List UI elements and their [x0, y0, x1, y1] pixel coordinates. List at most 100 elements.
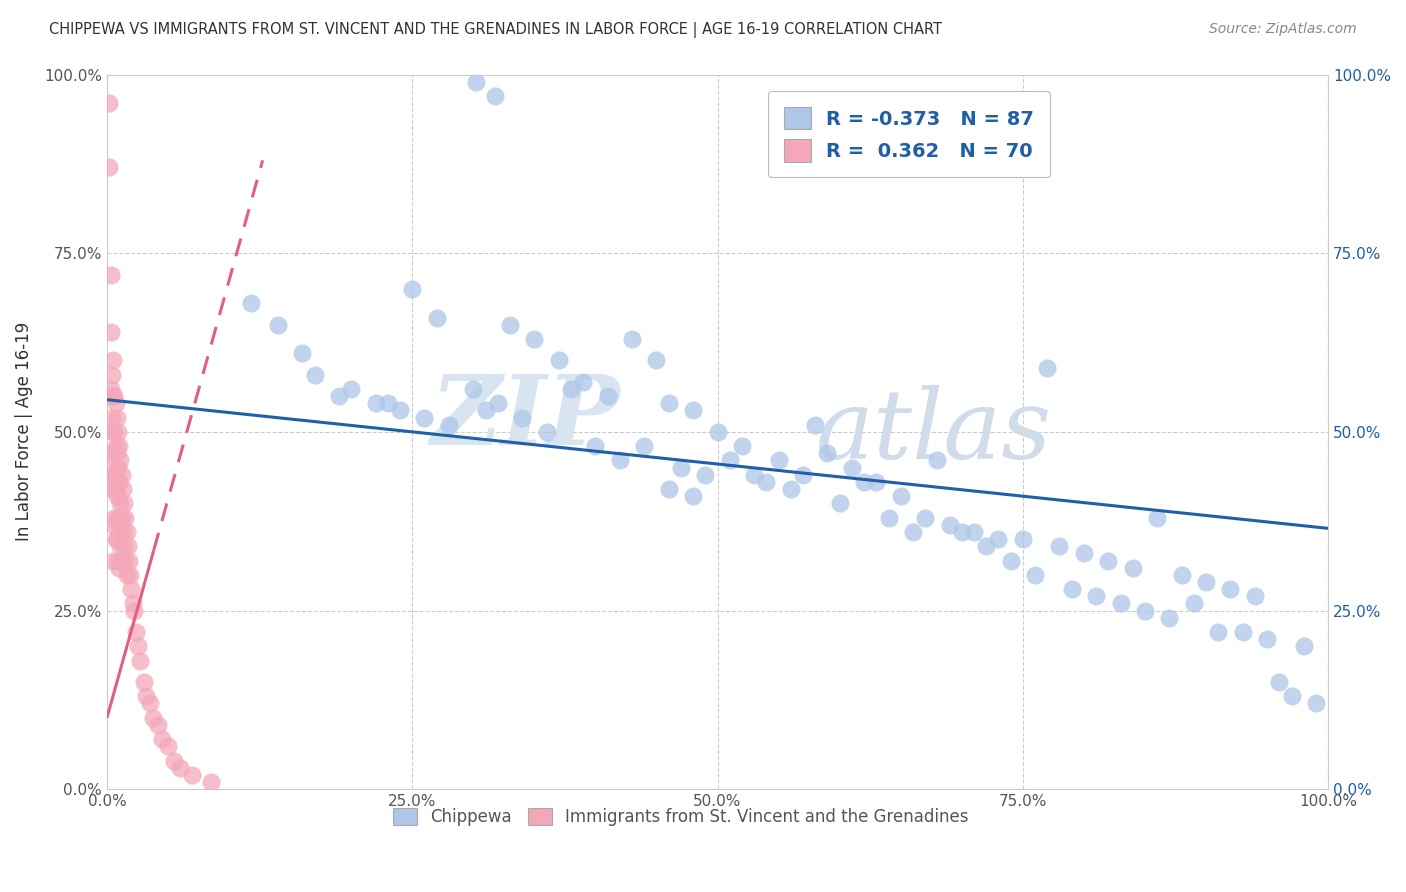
Y-axis label: In Labor Force | Age 16-19: In Labor Force | Age 16-19: [15, 322, 32, 541]
Point: [718, 453, 741, 467]
Point: [111, 467, 134, 482]
Point: [426, 310, 449, 325]
Point: [104, 439, 127, 453]
Point: [706, 425, 728, 439]
Point: [804, 417, 827, 432]
Point: [111, 553, 134, 567]
Point: [1195, 574, 1218, 589]
Point: [1073, 546, 1095, 560]
Point: [103, 467, 125, 482]
Point: [1122, 560, 1144, 574]
Point: [437, 417, 460, 432]
Point: [110, 453, 132, 467]
Point: [927, 453, 949, 467]
Point: [98, 161, 121, 175]
Point: [463, 382, 485, 396]
Point: [111, 510, 134, 524]
Point: [1281, 690, 1303, 704]
Point: [100, 382, 122, 396]
Point: [583, 439, 606, 453]
Point: [112, 496, 135, 510]
Point: [499, 318, 522, 332]
Point: [103, 389, 125, 403]
Point: [135, 690, 157, 704]
Point: [1244, 589, 1267, 603]
Point: [101, 482, 124, 496]
Point: [890, 489, 912, 503]
Point: [120, 582, 142, 596]
Point: [105, 410, 128, 425]
Point: [938, 517, 960, 532]
Point: [817, 446, 839, 460]
Point: [484, 89, 506, 103]
Point: [108, 560, 131, 574]
Point: [103, 510, 125, 524]
Point: [1170, 567, 1192, 582]
Point: [101, 553, 124, 567]
Point: [101, 389, 124, 403]
Point: [987, 532, 1010, 546]
Point: [104, 532, 127, 546]
Point: [101, 453, 124, 467]
Point: [108, 517, 131, 532]
Text: Source: ZipAtlas.com: Source: ZipAtlas.com: [1209, 22, 1357, 37]
Point: [101, 446, 124, 460]
Point: [111, 482, 134, 496]
Point: [117, 539, 139, 553]
Point: [633, 439, 655, 453]
Point: [1085, 589, 1108, 603]
Point: [1182, 596, 1205, 610]
Point: [101, 410, 124, 425]
Point: [107, 553, 129, 567]
Point: [122, 603, 145, 617]
Point: [169, 761, 191, 775]
Point: [1256, 632, 1278, 647]
Point: [877, 510, 900, 524]
Point: [1159, 610, 1181, 624]
Point: [107, 425, 129, 439]
Point: [974, 539, 997, 553]
Point: [108, 475, 131, 489]
Point: [100, 325, 122, 339]
Point: [510, 410, 533, 425]
Point: [841, 460, 863, 475]
Point: [105, 489, 128, 503]
Point: [107, 460, 129, 475]
Point: [560, 382, 582, 396]
Point: [1133, 603, 1156, 617]
Point: [125, 625, 148, 640]
Point: [1097, 553, 1119, 567]
Point: [596, 389, 619, 403]
Point: [609, 453, 631, 467]
Point: [105, 532, 128, 546]
Point: [111, 524, 134, 539]
Point: [950, 524, 973, 539]
Point: [118, 553, 141, 567]
Point: [1049, 539, 1071, 553]
Point: [464, 75, 486, 89]
Point: [865, 475, 887, 489]
Point: [120, 567, 142, 582]
Point: [401, 282, 423, 296]
Point: [240, 296, 263, 310]
Point: [101, 368, 124, 382]
Point: [101, 353, 124, 368]
Point: [658, 396, 681, 410]
Point: [129, 654, 152, 668]
Point: [523, 332, 546, 346]
Point: [1146, 510, 1168, 524]
Point: [547, 353, 569, 368]
Point: [1060, 582, 1083, 596]
Point: [138, 697, 160, 711]
Point: [1206, 625, 1229, 640]
Point: [1000, 553, 1022, 567]
Point: [1011, 532, 1033, 546]
Point: [121, 596, 143, 610]
Point: [377, 396, 399, 410]
Point: [853, 475, 876, 489]
Point: [291, 346, 314, 360]
Point: [105, 446, 128, 460]
Text: CHIPPEWA VS IMMIGRANTS FROM ST. VINCENT AND THE GRENADINES IN LABOR FORCE | AGE : CHIPPEWA VS IMMIGRANTS FROM ST. VINCENT …: [49, 22, 942, 38]
Point: [110, 539, 132, 553]
Point: [114, 510, 136, 524]
